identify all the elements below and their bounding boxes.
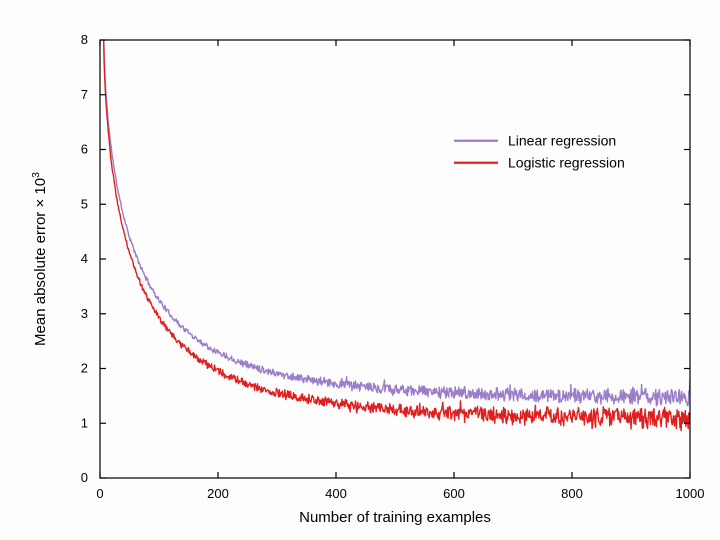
y-tick-label: 8 xyxy=(81,32,88,47)
x-tick-label: 800 xyxy=(561,486,583,501)
y-tick-label: 7 xyxy=(81,87,88,102)
y-tick-label: 3 xyxy=(81,306,88,321)
chart-svg: 0 200 400 600 800 1000 0 1 2 3 4 5 6 7 8 Number of trai… xyxy=(0,0,720,540)
x-tick-label: 0 xyxy=(96,486,103,501)
legend-label: Logistic regression xyxy=(508,155,625,171)
y-tick-label: 5 xyxy=(81,196,88,211)
legend-label: Linear regression xyxy=(508,133,616,149)
x-tick-label: 1000 xyxy=(676,486,705,501)
x-tick-label: 200 xyxy=(207,486,229,501)
y-tick-label: 0 xyxy=(81,470,88,485)
x-axis-label: Number of training examples xyxy=(299,509,491,526)
y-tick-label: 4 xyxy=(81,251,88,266)
x-tick-label: 400 xyxy=(325,486,347,501)
y-tick-label: 1 xyxy=(81,415,88,430)
x-tick-label: 600 xyxy=(443,486,465,501)
y-tick-label: 2 xyxy=(81,361,88,376)
y-tick-label: 6 xyxy=(81,142,88,157)
error-vs-examples-chart: 0 200 400 600 800 1000 0 1 2 3 4 5 6 7 8 Number of trai… xyxy=(0,0,720,540)
y-axis-label: Mean absolute error × 103 xyxy=(30,172,49,346)
